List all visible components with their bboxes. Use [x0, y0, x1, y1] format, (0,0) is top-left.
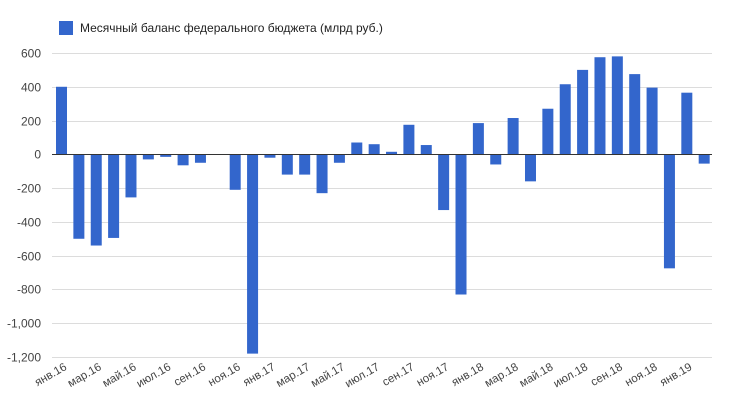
bar-ноя.16 [229, 154, 241, 190]
bar-янв.16 [56, 86, 67, 155]
bar-мар.18 [507, 118, 519, 155]
bar-авг.16 [177, 154, 189, 166]
x-tick-label: сен.18 [589, 361, 625, 389]
bar-апр.18 [524, 154, 536, 182]
x-tick-label: мар.18 [483, 361, 521, 390]
bar-фев.18 [490, 154, 502, 165]
y-tick-label: 200 [21, 115, 41, 129]
y-tick-label: 600 [21, 47, 41, 61]
x-tick-label: июл.18 [552, 361, 590, 390]
y-tick-label: 400 [21, 81, 41, 95]
bar-май.17 [333, 154, 345, 163]
legend: Месячный баланс федерального бюджета (мл… [59, 21, 383, 35]
x-tick-label: ноя.16 [206, 361, 242, 389]
bar-авг.18 [594, 57, 606, 155]
bar-мар.16 [90, 154, 102, 246]
bar-июл.17 [368, 144, 380, 155]
bar-сен.16 [194, 154, 206, 163]
bar-фев.19 [698, 154, 710, 164]
gridlines [52, 53, 712, 358]
bar-июл.16 [160, 154, 172, 157]
bar-май.18 [542, 108, 554, 155]
bar-дек.16 [247, 154, 259, 354]
x-tick-label: май.17 [309, 361, 347, 390]
bar-фев.17 [281, 154, 293, 175]
bar-дек.18 [663, 154, 675, 269]
x-tick-label: сен.16 [172, 361, 208, 389]
y-tick-label: -1,000 [7, 317, 41, 331]
bar-июн.16 [142, 154, 154, 160]
x-tick-label: июл.17 [343, 361, 381, 390]
legend-swatch [59, 21, 73, 35]
y-tick-label: -200 [17, 182, 41, 196]
bar-июн.17 [351, 142, 363, 155]
bar-ноя.17 [438, 154, 450, 211]
y-tick-label: -400 [17, 216, 41, 230]
legend-label: Месячный баланс федерального бюджета (мл… [80, 21, 383, 35]
bar-авг.17 [386, 151, 398, 155]
bar-фев.16 [73, 154, 85, 239]
y-tick-label: -1,200 [7, 351, 41, 365]
bar-ноя.18 [646, 87, 658, 155]
bar-сен.18 [611, 56, 623, 155]
bar-сен.17 [403, 124, 415, 155]
bar-май.16 [125, 154, 137, 198]
bar-апр.16 [108, 154, 120, 238]
x-tick-label: май.18 [518, 361, 556, 390]
y-tick-label: -600 [17, 250, 41, 264]
bar-янв.18 [472, 123, 484, 155]
x-tick-label: июл.16 [135, 361, 173, 390]
x-axis-tick-labels: янв.16мар.16май.16июл.16сен.16ноя.16янв.… [33, 361, 694, 390]
x-tick-label: ноя.17 [415, 361, 451, 389]
bar-дек.17 [455, 154, 467, 295]
y-axis-tick-labels: 600 400 200 0 -200 -400 -600 -800 -1,000 -1,200 [7, 47, 41, 365]
x-tick-label: мар.16 [66, 361, 104, 390]
bar-апр.17 [316, 154, 328, 194]
y-tick-label: -800 [17, 283, 41, 297]
bars [56, 56, 710, 354]
y-tick-label: 0 [34, 148, 41, 162]
x-tick-label: янв.16 [33, 361, 69, 389]
bar-окт.17 [420, 145, 432, 155]
bar-июл.18 [577, 69, 589, 155]
x-tick-label: янв.17 [241, 361, 277, 389]
x-tick-label: янв.19 [658, 361, 694, 389]
x-tick-label: сен.17 [381, 361, 417, 389]
x-tick-label: янв.18 [450, 361, 486, 389]
bar-янв.17 [264, 154, 276, 158]
bar-июн.18 [559, 84, 571, 155]
x-tick-label: мар.17 [274, 361, 312, 390]
bar-окт.18 [629, 74, 641, 155]
x-tick-label: май.16 [101, 361, 139, 390]
bar-мар.17 [299, 154, 311, 175]
x-tick-label: ноя.18 [623, 361, 659, 389]
bar-янв.19 [681, 92, 693, 155]
